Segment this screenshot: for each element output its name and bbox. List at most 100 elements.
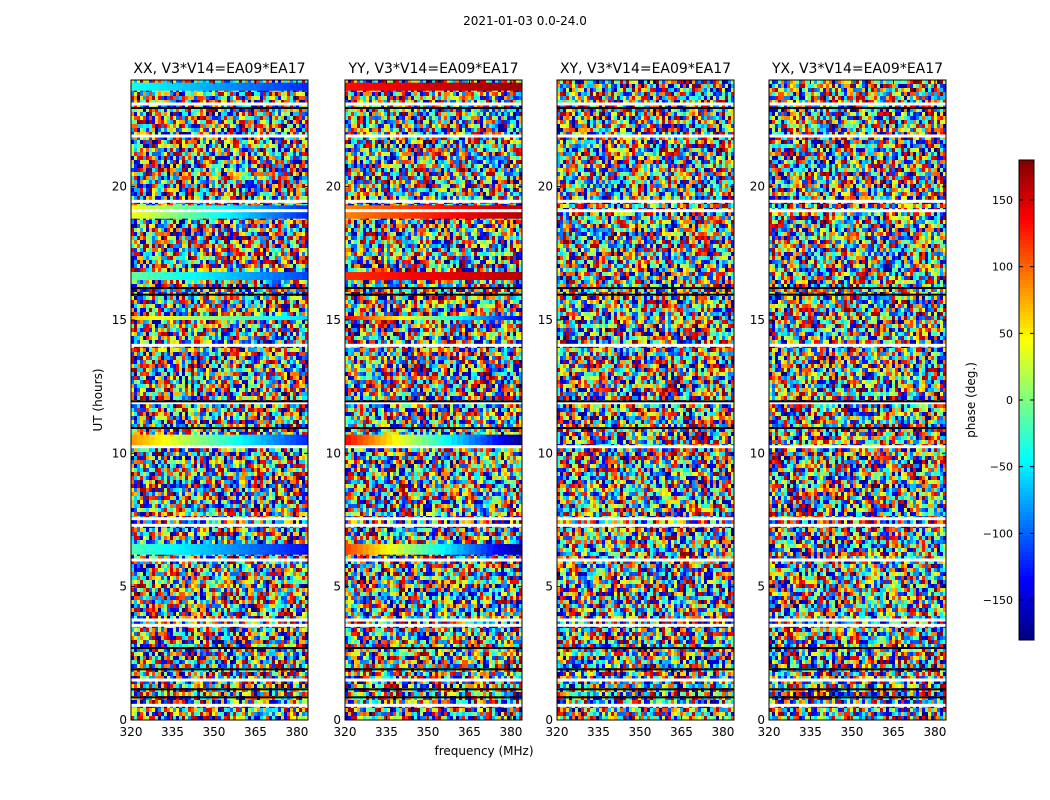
band-xx-3-seg-2	[142, 272, 150, 280]
band-xx-0-seg-29	[302, 544, 309, 555]
ytick-label-yx-4: 20	[750, 180, 765, 194]
band-yy-0-seg-2	[356, 544, 364, 555]
band-xx-3-seg-14	[213, 272, 220, 280]
band-xx-0-seg-0	[131, 544, 138, 555]
colorbar-step-116	[1019, 624, 1034, 629]
ytick-label-xy-2: 10	[538, 446, 553, 460]
colorbar-step-80	[1019, 480, 1034, 485]
gap-row-yx-3	[769, 647, 946, 649]
colorbar-step-119	[1019, 636, 1034, 641]
colorbar-step-78	[1019, 472, 1034, 477]
flag-row-xy-11	[557, 199, 734, 203]
band-yy-2-seg-27	[504, 316, 511, 320]
band-yy-5-seg-13	[421, 82, 428, 91]
band-xx-0-seg-15	[219, 544, 226, 555]
band-yy-1-seg-7	[386, 434, 393, 446]
colorbar-step-100	[1019, 560, 1034, 565]
band-yy-1-seg-4	[368, 434, 375, 446]
band-xx-5-seg-21	[254, 82, 262, 91]
band-yy-5-seg-21	[468, 82, 476, 91]
xtick-label-xx-0: 320	[120, 725, 143, 739]
band-yy-1-seg-0	[345, 434, 352, 446]
colorbar-step-40	[1019, 320, 1034, 325]
flag-row-yx-5	[769, 523, 946, 527]
gap-row-yy-5	[345, 400, 522, 403]
colorbar-step-108	[1019, 592, 1034, 597]
flag-row-xx-4	[131, 558, 308, 562]
band-yy-0-seg-6	[380, 544, 387, 555]
band-xx-3-seg-20	[249, 272, 256, 280]
band-yy-0-seg-19	[457, 544, 464, 555]
band-xx-5-seg-16	[225, 82, 232, 91]
band-xx-0-seg-13	[207, 544, 214, 555]
band-xx-2-seg-17	[231, 316, 238, 320]
colorbar-step-16	[1019, 224, 1034, 229]
colorbar-tick-label-6: −150	[983, 594, 1013, 607]
band-yy-1-seg-18	[451, 434, 458, 446]
flag-row-xx-6	[131, 517, 308, 521]
band-yy-0-seg-21	[468, 544, 476, 555]
xtick-label-yy-4: 380	[499, 725, 522, 739]
band-xx-2-seg-27	[290, 316, 297, 320]
band-xx-1-seg-17	[231, 434, 238, 446]
band-xx-1-seg-8	[178, 434, 185, 446]
colorbar-tick-label-4: −50	[990, 461, 1013, 474]
band-yy-0-seg-23	[480, 544, 487, 555]
band-xx-5-seg-12	[201, 82, 209, 91]
colorbar-step-14	[1019, 216, 1034, 221]
colorbar-step-105	[1019, 580, 1034, 585]
band-xx-5-seg-24	[272, 82, 279, 91]
flag-row-yy-8	[345, 401, 522, 405]
colorbar-step-71	[1019, 444, 1034, 449]
colorbar-step-86	[1019, 504, 1034, 509]
band-yy-2-seg-18	[451, 316, 458, 320]
band-xx-5-seg-9	[184, 82, 191, 91]
colorbar-step-0	[1019, 160, 1034, 165]
flag-row-yx-13	[769, 102, 946, 106]
band-xx-0-seg-23	[266, 544, 273, 555]
band-yy-1-seg-1	[350, 434, 358, 446]
colorbar-step-9	[1019, 196, 1034, 201]
colorbar-step-60	[1019, 400, 1034, 405]
flag-row-yx-7	[769, 445, 946, 449]
band-yy-1-seg-5	[374, 434, 381, 446]
band-yy-3-seg-16	[439, 272, 446, 280]
band-xx-0-seg-16	[225, 544, 232, 555]
ytick-label-yy-3: 15	[326, 313, 341, 327]
band-xx-3-seg-8	[178, 272, 185, 280]
band-xx-5-seg-3	[148, 82, 155, 91]
band-yy-0-seg-14	[427, 544, 434, 555]
band-yy-1-seg-19	[457, 434, 464, 446]
flag-row-yx-3	[769, 618, 946, 622]
band-yy-5-seg-22	[474, 82, 482, 91]
flag-row-yy-2	[345, 623, 522, 627]
band-xx-2-seg-8	[178, 316, 185, 320]
band-yy-0-seg-10	[404, 544, 411, 555]
colorbar-step-52	[1019, 368, 1034, 373]
band-yy-1-seg-8	[392, 434, 399, 446]
band-xx-3-seg-26	[284, 272, 291, 280]
colorbar-step-1	[1019, 164, 1034, 169]
flag-row-xy-4	[557, 558, 734, 562]
colorbar-step-92	[1019, 528, 1034, 533]
band-xx-2-seg-5	[160, 316, 167, 320]
flag-row-xy-7	[557, 445, 734, 449]
band-yy-0-seg-22	[474, 544, 482, 555]
band-xx-1-seg-1	[136, 434, 144, 446]
colorbar-step-81	[1019, 484, 1034, 489]
gap-row-xx-8	[131, 107, 308, 109]
figure-suptitle: 2021-01-03 0.0-24.0	[0, 14, 1050, 28]
band-xx-2-seg-6	[166, 316, 173, 320]
band-yy-3-seg-27	[504, 272, 511, 280]
band-yy-1-seg-12	[415, 434, 423, 446]
band-xx-0-seg-11	[195, 544, 203, 555]
flag-row-xy-6	[557, 517, 734, 521]
band-xx-1-seg-2	[142, 434, 150, 446]
colorbar-step-2	[1019, 168, 1034, 173]
gap-row-yy-3	[345, 647, 522, 649]
band-yy-3-seg-13	[421, 272, 428, 280]
ytick-label-yx-1: 5	[757, 580, 765, 594]
band-xx-5-seg-17	[231, 82, 238, 91]
band-yy-0-seg-28	[510, 544, 517, 555]
